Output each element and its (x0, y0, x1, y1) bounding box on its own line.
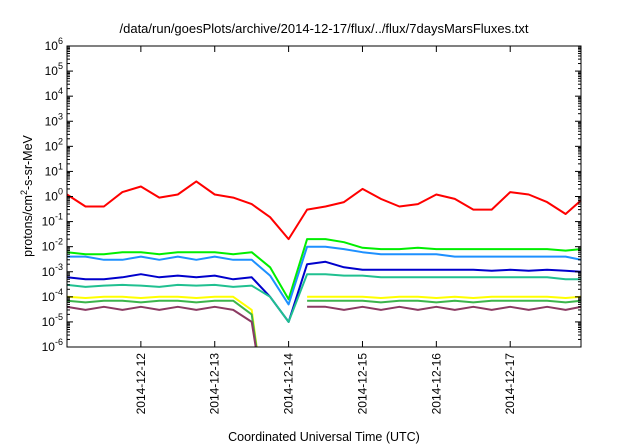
x-tick-label: 2014-12-13 (208, 353, 222, 415)
series-line (67, 180, 581, 241)
x-tick-label: 2014-12-14 (282, 353, 296, 415)
x-tick-label: 2014-12-12 (134, 353, 148, 415)
x-tick-label: 2014-12-16 (429, 353, 443, 415)
series-line (67, 260, 581, 323)
chart-title: /data/run/goesPlots/archive/2014-12-17/f… (120, 21, 529, 36)
y-tick-label: 104 (45, 86, 63, 103)
x-axis: 2014-12-12 2014-12-13 2014-12-14 2014-12-15… (134, 46, 517, 414)
series-line (67, 245, 581, 306)
y-tick-label: 10-1 (42, 212, 63, 229)
series-group (67, 180, 581, 347)
y-tick-label: 106 (45, 36, 63, 53)
y-tick-label: 10-5 (42, 312, 63, 329)
series-line (67, 295, 581, 347)
series-line (67, 273, 581, 323)
series-line (67, 299, 581, 347)
y-tick-label: 10-4 (42, 287, 63, 304)
y-axis-label: protons/cm2-s-sr-MeV (19, 134, 35, 256)
x-tick-label: 2014-12-17 (503, 353, 517, 415)
y-axis: 10-6 10-5 10-4 10-3 10-2 10-1 100 101 102 103 104 1… (42, 36, 581, 354)
x-axis-label: Coordinated Universal Time (UTC) (228, 430, 420, 444)
y-tick-label: 101 (45, 161, 63, 178)
y-tick-label: 10-2 (42, 237, 63, 254)
y-tick-label: 102 (45, 136, 63, 153)
y-tick-label: 100 (45, 187, 63, 204)
series-line (67, 238, 581, 301)
y-tick-label: 105 (45, 61, 63, 78)
y-tick-label: 10-3 (42, 262, 63, 279)
y-tick-label: 10-6 (42, 337, 63, 354)
series-line (67, 305, 581, 347)
y-tick-label: 103 (45, 111, 63, 128)
x-tick-label: 2014-12-15 (355, 353, 369, 415)
